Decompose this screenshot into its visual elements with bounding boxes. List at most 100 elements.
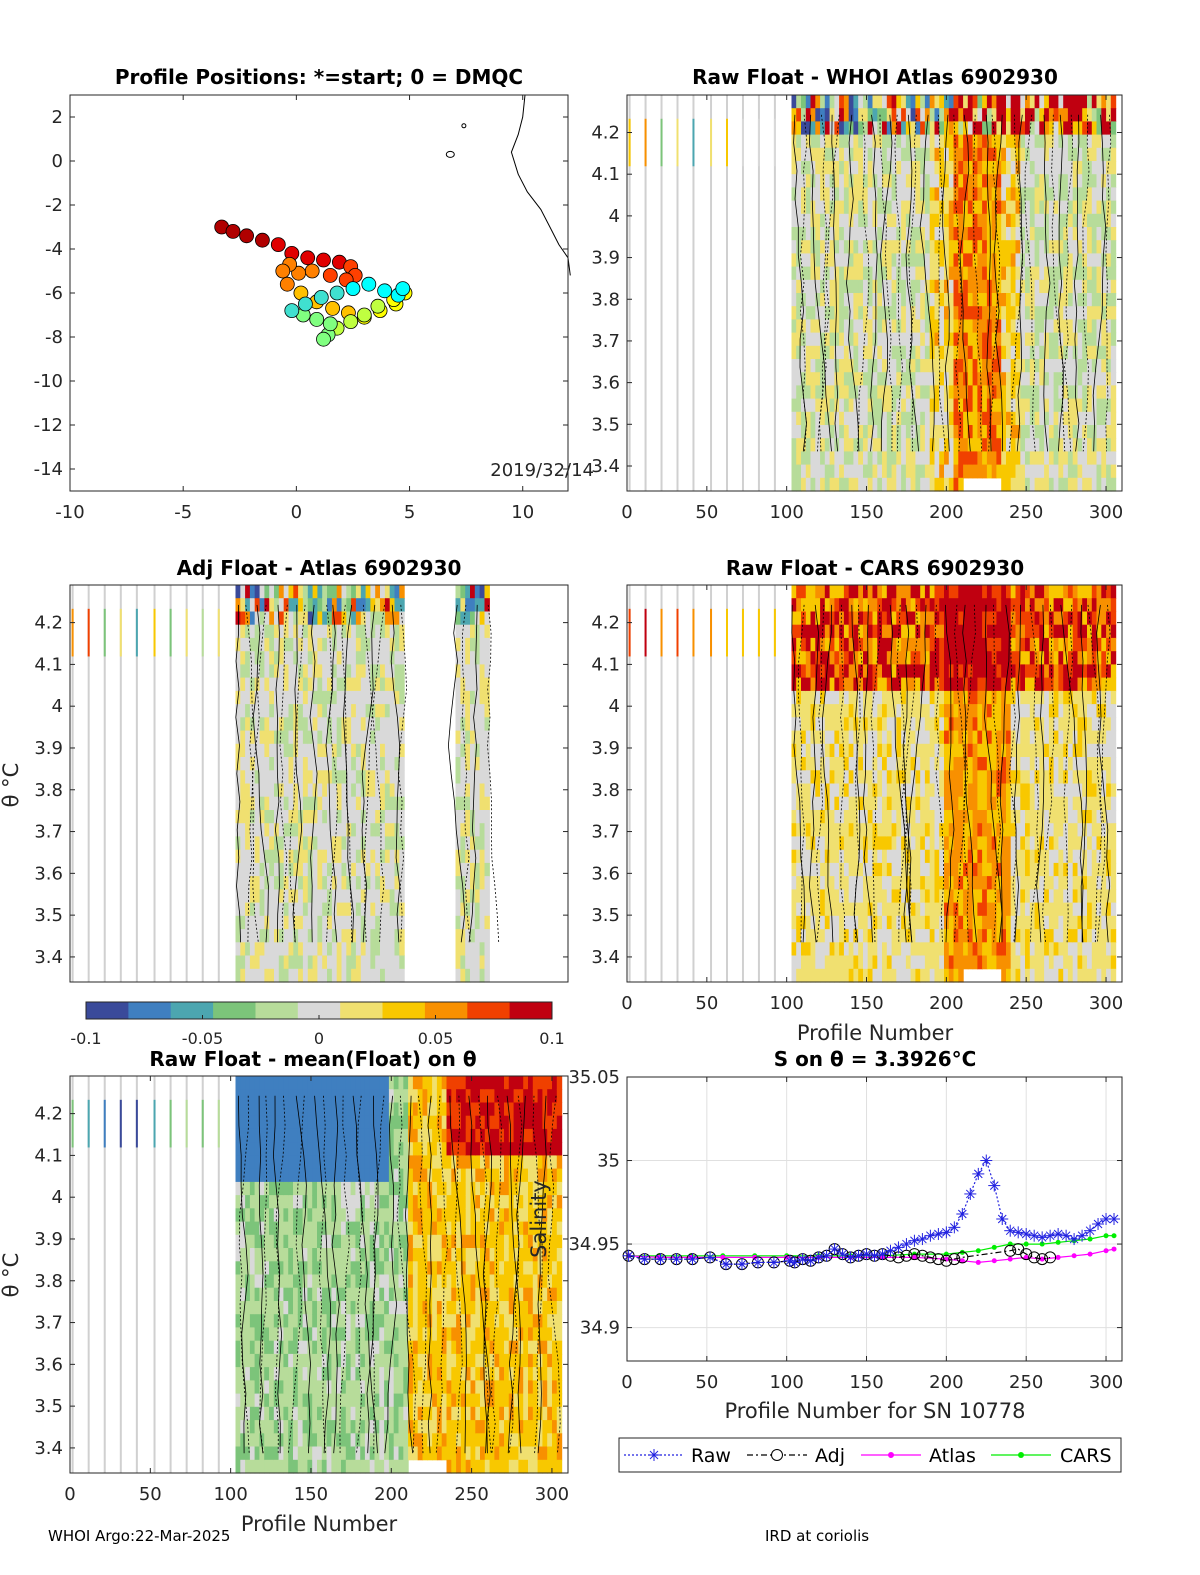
heatmap-cell	[944, 147, 950, 162]
heatmap-cell	[901, 783, 907, 798]
heatmap-cell	[877, 306, 883, 320]
heatmap-cell	[944, 240, 950, 254]
heatmap-cell	[920, 213, 926, 228]
heatmap-cell	[877, 624, 883, 639]
heatmap-cell	[843, 253, 850, 268]
heatmap-cell	[351, 942, 357, 957]
heatmap-cell	[336, 611, 343, 626]
heatmap-cell	[858, 161, 864, 175]
heatmap-cell	[355, 823, 362, 837]
heatmap-cell	[288, 823, 294, 837]
heatmap-cell	[1029, 438, 1036, 452]
heatmap-cell	[1072, 306, 1079, 320]
heatmap-cell	[915, 227, 921, 241]
heatmap-cell	[882, 161, 888, 175]
heatmap-cell	[805, 704, 812, 718]
heatmap-cell	[848, 411, 855, 426]
heatmap-cell	[394, 836, 400, 851]
heatmap-cell	[249, 876, 256, 890]
heatmap-cell	[991, 279, 998, 294]
heatmap-cell	[963, 955, 969, 970]
heatmap-cell	[796, 757, 802, 771]
heatmap-cell	[872, 108, 878, 122]
heatmap-cell	[858, 942, 864, 957]
heatmap-cell	[307, 942, 314, 957]
heatmap-cell	[896, 624, 902, 639]
heatmap-cell	[322, 637, 328, 652]
heatmap-cell	[331, 955, 338, 970]
heatmap-cell	[939, 968, 945, 983]
heatmap-cell	[886, 664, 893, 679]
heatmap-cell	[293, 849, 299, 864]
heatmap-cell	[967, 651, 974, 665]
heatmap-cell	[939, 108, 945, 122]
heatmap-cell	[905, 319, 912, 334]
heatmap-cell	[877, 293, 883, 307]
heatmap-cell	[1091, 266, 1098, 281]
profile-column	[644, 95, 647, 491]
heatmap-cell	[848, 134, 855, 149]
heatmap-cell	[302, 902, 309, 917]
heatmap-cell	[967, 796, 974, 811]
heatmap-cell	[872, 161, 878, 175]
heatmap-cell	[915, 147, 921, 162]
heatmap-cell	[1001, 174, 1007, 188]
heatmap-cell	[986, 915, 993, 930]
heatmap-cell	[986, 161, 993, 175]
heatmap-cell	[920, 134, 926, 149]
heatmap-cell	[929, 451, 936, 466]
heatmap-cell	[815, 929, 821, 943]
heatmap-cell	[967, 677, 974, 692]
heatmap-cell	[843, 690, 850, 705]
heatmap-cell	[872, 611, 878, 626]
heatmap-cell	[982, 253, 988, 268]
heatmap-cell	[245, 968, 251, 983]
heatmap-cell	[1058, 134, 1064, 149]
heatmap-cell	[1020, 121, 1026, 136]
heatmap-cell	[1029, 385, 1036, 400]
heatmap-cell	[996, 398, 1002, 413]
heatmap-cell	[815, 411, 821, 426]
heatmap-cell	[470, 876, 476, 890]
heatmap-cell	[327, 929, 333, 943]
heatmap-cell	[1063, 121, 1069, 136]
heatmap-cell	[365, 770, 371, 785]
heatmap-cell	[944, 651, 950, 665]
heatmap-cell	[810, 876, 816, 890]
heatmap-cell	[848, 425, 855, 439]
heatmap-cell	[336, 743, 343, 758]
heatmap-cell	[948, 849, 955, 864]
heatmap-cell	[370, 810, 376, 824]
heatmap-cell	[929, 915, 936, 930]
heatmap-cell	[801, 862, 807, 877]
heatmap-cell	[872, 651, 878, 665]
heatmap-cell	[891, 717, 897, 732]
island	[461, 123, 467, 129]
heatmap-cell	[929, 637, 936, 652]
heatmap-cell	[977, 372, 983, 386]
heatmap-cell	[824, 651, 831, 665]
heatmap-cell	[1006, 253, 1012, 268]
heatmap-cell	[360, 823, 367, 837]
heatmap-cell	[264, 862, 270, 877]
heatmap-cell	[394, 876, 400, 890]
heatmap-cell	[896, 651, 902, 665]
heatmap-cell	[848, 451, 855, 466]
heatmap-cell	[815, 372, 821, 386]
heatmap-cell	[455, 915, 461, 930]
heatmap-cell	[1087, 174, 1093, 188]
heatmap-cell	[791, 385, 797, 400]
heatmap-cell	[829, 332, 835, 347]
heatmap-cell	[455, 743, 461, 758]
heatmap-cell	[934, 942, 940, 957]
heatmap-cell	[278, 611, 285, 626]
heatmap-cell	[341, 611, 347, 626]
heatmap-cell	[877, 876, 883, 890]
heatmap-cell	[901, 677, 907, 692]
heatmap-cell	[829, 411, 835, 426]
heatmap-cell	[882, 942, 888, 957]
heatmap-cell	[796, 796, 802, 811]
heatmap-cell	[910, 425, 916, 439]
heatmap-cell	[1001, 108, 1007, 122]
heatmap-cell	[882, 174, 888, 188]
